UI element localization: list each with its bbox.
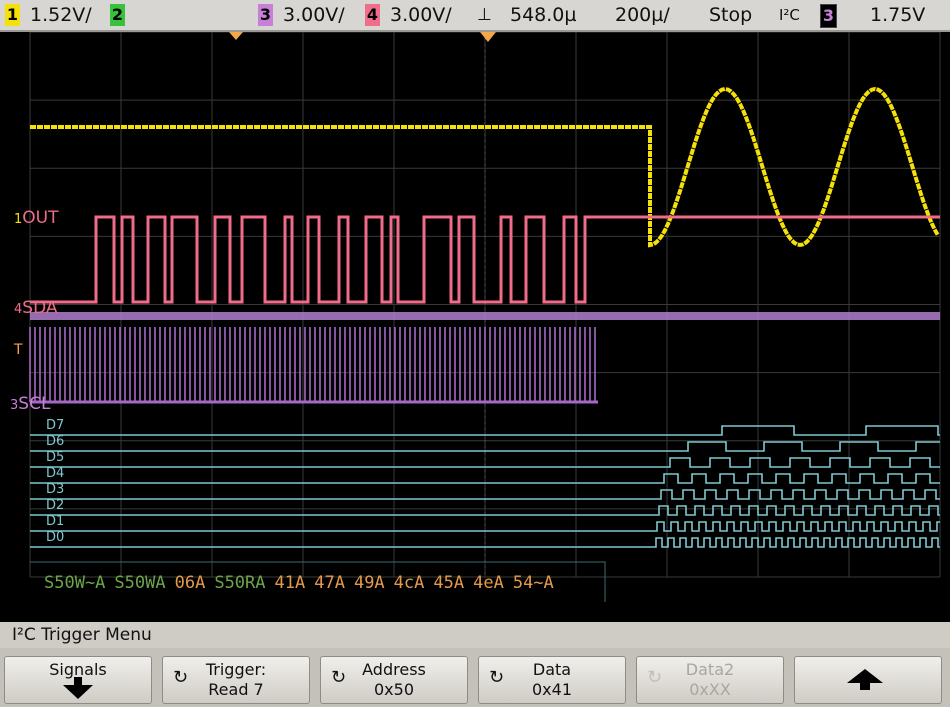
decode-packet: 06A [174, 573, 206, 593]
data-softkey[interactable]: ↻ Data 0x41 [478, 656, 626, 704]
status-bar: 1 1.52V/ 2 3 3.00V/ 4 3.00V/ ⊥ 548.0µ 20… [0, 0, 950, 32]
signals-softkey-label: Signals [49, 660, 107, 679]
decode-packet: S50W~A [44, 573, 106, 593]
data2-softkey-label: Data2 [685, 660, 735, 679]
arrow-down-head-icon [63, 685, 93, 699]
trigger-level[interactable]: 1.75V [870, 4, 926, 26]
digital-label-d4: D4 [46, 466, 65, 481]
decode-packet: 47A [314, 573, 345, 593]
out-label: 1OUT [14, 208, 59, 228]
trigger-mode: I²C [779, 6, 800, 24]
scl-marker: 3 [10, 398, 19, 413]
digital-label-d3: D3 [46, 482, 65, 497]
out-marker: 1 [14, 212, 23, 227]
scl-label-text: SCL [18, 394, 51, 414]
i2c-decode-row: S50W~A S50WA 06A S50RA 41A 47A 49A 4cA 45A 4eA 54~… [44, 573, 563, 593]
channel-1-scale[interactable]: 1.52V/ [30, 4, 92, 26]
digital-label-d6: D6 [46, 434, 65, 449]
sda-label-text: SDA [22, 298, 58, 318]
trigger-softkey[interactable]: ↻ Trigger: Read 7 [162, 656, 310, 704]
out-label-text: OUT [22, 208, 59, 228]
digital-label-d2: D2 [46, 498, 65, 513]
data2-softkey-value: 0xXX [689, 680, 731, 699]
menu-title: I²C Trigger Menu [0, 622, 950, 648]
data-softkey-value: 0x41 [531, 680, 572, 699]
decode-packet: 4cA [393, 573, 425, 593]
channel-1-indicator[interactable]: 1 [5, 4, 20, 26]
waveform-display[interactable]: 1OUT 4SDA T 3SCL D7 D6 D5 D4 D3 D2 D1 D0 [0, 32, 950, 620]
decode-packet: 4eA [473, 573, 504, 593]
scl-label: 3SCL [10, 394, 50, 414]
decode-packet: S50WA [114, 573, 166, 593]
rotary-knob-icon: ↻ [331, 667, 347, 688]
address-softkey-label: Address [362, 660, 426, 679]
trigger-softkey-value: Read 7 [208, 680, 264, 699]
run-state[interactable]: Stop [709, 4, 753, 26]
channel-3-indicator[interactable]: 3 [258, 4, 273, 26]
delay-value[interactable]: 548.0µ [510, 4, 577, 26]
signals-softkey[interactable]: Signals [4, 656, 152, 704]
digital-label-d1: D1 [46, 514, 65, 529]
arrow-down-icon [74, 677, 82, 686]
timebase-value[interactable]: 200µ/ [615, 4, 670, 26]
softkey-bar: Signals ↻ Trigger: Read 7 ↻ Address 0x50… [0, 648, 950, 707]
sda-label: 4SDA [14, 298, 58, 318]
graticule [29, 32, 941, 602]
trigger-marker: T [14, 342, 23, 358]
sda-marker: 4 [14, 302, 23, 317]
decode-packet: 49A [353, 573, 385, 593]
rotary-knob-icon: ↻ [489, 667, 505, 688]
delay-icon: ⊥ [477, 5, 492, 25]
data-softkey-label: Data [532, 660, 572, 679]
arrow-up-icon [847, 669, 883, 683]
decode-packet: S50RA [214, 573, 266, 593]
decode-packet: 45A [433, 573, 465, 593]
data2-softkey[interactable]: ↻ Data2 0xXX [636, 656, 784, 704]
digital-label-d0: D0 [46, 530, 65, 545]
channel-4-scale[interactable]: 3.00V/ [390, 4, 452, 26]
rotary-knob-icon: ↻ [647, 667, 663, 688]
decode-packet: 41A [274, 573, 306, 593]
channel-3-scale[interactable]: 3.00V/ [283, 4, 345, 26]
rotary-knob-icon: ↻ [173, 667, 189, 688]
arrow-up-stem-icon [860, 682, 870, 690]
address-softkey[interactable]: ↻ Address 0x50 [320, 656, 468, 704]
digital-label-d5: D5 [46, 450, 65, 465]
channel-4-indicator[interactable]: 4 [365, 4, 380, 26]
decode-packet: 54~A [512, 573, 554, 593]
digital-label-d7: D7 [46, 418, 65, 433]
return-softkey[interactable] [794, 656, 942, 704]
address-softkey-value: 0x50 [373, 680, 414, 699]
trigger-softkey-label: Trigger: [205, 660, 267, 679]
channel-2-indicator[interactable]: 2 [110, 4, 125, 26]
trigger-source-indicator[interactable]: 3 [820, 4, 837, 28]
